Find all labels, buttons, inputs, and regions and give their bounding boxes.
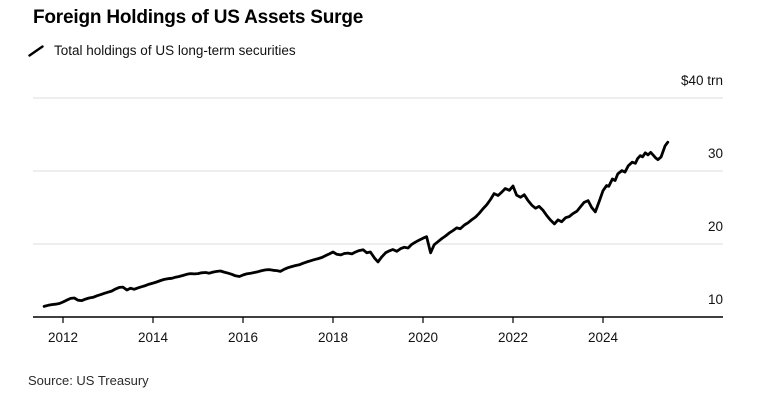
x-axis-labels: 2012 2014 2016 2018 2020 2022 2024 [0, 330, 768, 348]
x-tick-label: 2024 [587, 330, 619, 345]
y-tick-label: 30 [707, 146, 723, 161]
x-tick-label: 2012 [47, 330, 79, 345]
x-tick-label: 2014 [137, 330, 169, 345]
line-series-icon [28, 44, 44, 57]
x-tick-label: 2020 [407, 330, 439, 345]
source-note: Source: US Treasury [28, 373, 149, 388]
y-axis-labels: $40 trn 30 20 10 [680, 73, 723, 307]
y-tick-label: $40 trn [680, 73, 723, 88]
chart-title: Foreign Holdings of US Assets Surge [33, 7, 364, 28]
legend-label: Total holdings of US long-term securitie… [54, 43, 296, 58]
series-line [42, 140, 670, 308]
y-tick-label: 10 [707, 292, 723, 307]
x-tick-label: 2016 [227, 330, 259, 345]
x-tick-label: 2018 [317, 330, 349, 345]
x-tick-label: 2022 [497, 330, 529, 345]
legend: Total holdings of US long-term securitie… [28, 43, 296, 58]
y-tick-label: 20 [707, 219, 723, 234]
